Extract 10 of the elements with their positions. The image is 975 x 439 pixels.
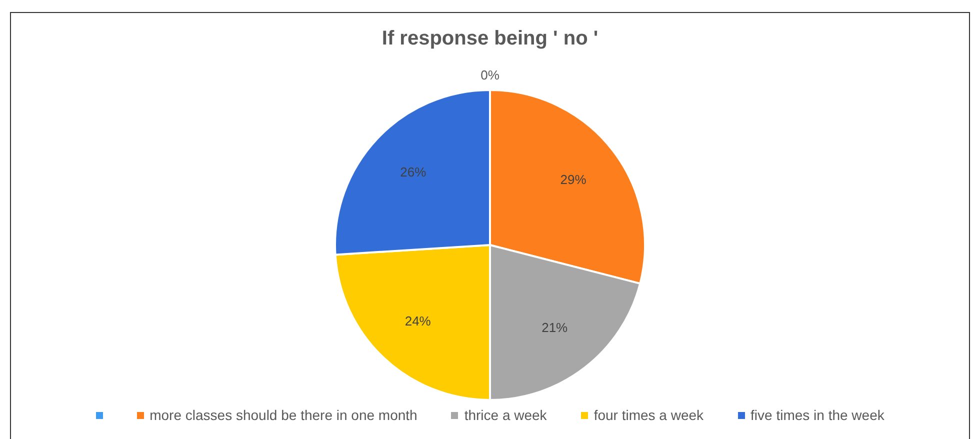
- legend-label: more classes should be there in one month: [150, 407, 418, 423]
- legend-label: thrice a week: [464, 407, 547, 423]
- data-label: 24%: [404, 313, 432, 328]
- legend-label: four times a week: [594, 407, 704, 423]
- legend-label: five times in the week: [750, 407, 884, 423]
- data-label: 26%: [400, 164, 427, 180]
- text: 0%: [480, 68, 500, 83]
- data-label: 21%: [542, 320, 568, 335]
- data-label: 29%: [560, 172, 587, 187]
- chart-title: If response being ' no ': [382, 28, 598, 50]
